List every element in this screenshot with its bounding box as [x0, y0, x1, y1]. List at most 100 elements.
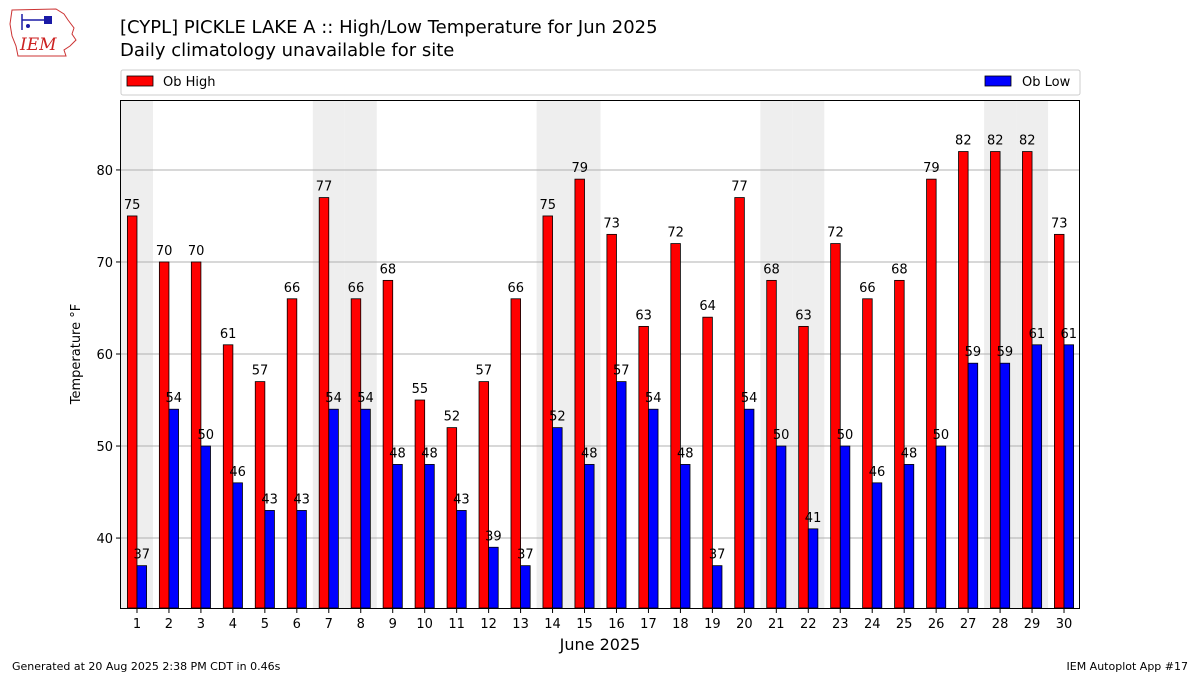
bar-low	[232, 482, 243, 609]
bar-label-high: 79	[571, 161, 588, 176]
bar-label-high: 66	[859, 281, 876, 296]
bar-low	[520, 565, 531, 609]
bar-high	[990, 151, 1001, 609]
bar-label-low: 54	[325, 391, 342, 406]
bar-low	[200, 445, 211, 609]
x-tick-label: 19	[704, 617, 721, 632]
bar-label-low: 48	[421, 446, 438, 461]
bar-label-high: 82	[987, 134, 1004, 149]
x-tick-label: 14	[544, 617, 561, 632]
bar-label-high: 52	[444, 410, 461, 425]
bar-label-low: 41	[805, 511, 822, 526]
bar-label-low: 43	[261, 492, 278, 507]
bar-low	[680, 464, 691, 609]
bar-label-high: 75	[124, 198, 141, 213]
bar-label-low: 54	[165, 391, 182, 406]
bar-label-low: 52	[549, 410, 566, 425]
bar-high	[1022, 151, 1033, 609]
bar-label-high: 63	[635, 308, 652, 323]
x-tick-label: 3	[197, 617, 205, 632]
x-tick-label: 24	[864, 617, 881, 632]
bar-label-high: 82	[1019, 134, 1036, 149]
x-tick-label: 23	[832, 617, 849, 632]
bar-label-low: 50	[773, 428, 790, 443]
bar-label-low: 61	[1061, 327, 1078, 342]
bar-low	[488, 546, 499, 609]
bar-low	[999, 362, 1011, 609]
bar-label-low: 59	[997, 345, 1014, 360]
bar-low	[839, 445, 851, 609]
bar-label-low: 54	[357, 391, 374, 406]
bar-low	[743, 408, 755, 609]
bar-high	[670, 243, 681, 609]
x-tick-label: 27	[960, 617, 977, 632]
bar-high	[798, 325, 809, 609]
bar-label-high: 72	[827, 226, 844, 241]
bar-high	[574, 178, 585, 609]
chart-subtitle: Daily climatology unavailable for site	[120, 40, 455, 61]
bar-label-high: 73	[1051, 216, 1068, 231]
x-tick-label: 8	[357, 617, 365, 632]
x-tick-label: 25	[896, 617, 913, 632]
bar-label-low: 48	[389, 446, 406, 461]
bar-label-high: 82	[955, 134, 972, 149]
x-tick-label: 2	[165, 617, 173, 632]
x-tick-label: 6	[293, 617, 301, 632]
bar-low	[616, 381, 627, 609]
bar-label-low: 50	[933, 428, 950, 443]
bar-low	[648, 408, 659, 609]
x-tick-label: 21	[768, 617, 785, 632]
bar-label-high: 66	[508, 281, 525, 296]
chart-title: [CYPL] PICKLE LAKE A :: High/Low Tempera…	[120, 17, 658, 38]
x-tick-label: 22	[800, 617, 817, 632]
bars	[126, 151, 1075, 609]
x-tick-label: 26	[928, 617, 945, 632]
legend: Ob High Ob Low	[120, 69, 1081, 96]
legend-swatch-high	[126, 75, 154, 87]
bar-label-high: 72	[667, 226, 684, 241]
bar-high	[638, 325, 649, 609]
bar-label-high: 68	[763, 262, 780, 277]
x-tick-label: 5	[261, 617, 269, 632]
bar-label-high: 57	[476, 364, 493, 379]
bar-low	[424, 464, 435, 609]
y-tick-label: 50	[96, 440, 113, 455]
bar-high	[414, 399, 426, 609]
x-tick-label: 1	[133, 617, 141, 632]
x-axis: 1 2 3 4 5 6 7 8 9 10 11 12 13 14 15 16 17 18 19 20 21 22 23 24 2…	[133, 608, 1072, 632]
svg-text:IEM: IEM	[19, 35, 57, 55]
x-axis-label: June 2025	[559, 635, 641, 654]
bar-low	[584, 464, 595, 609]
bar-label-high: 73	[603, 216, 620, 231]
legend-label-high: Ob High	[163, 75, 216, 90]
bar-low	[967, 362, 979, 609]
bar-label-high: 63	[795, 308, 812, 323]
bar-label-low: 37	[134, 548, 151, 563]
bar-low	[264, 510, 275, 609]
x-tick-label: 17	[640, 617, 657, 632]
x-tick-label: 28	[992, 617, 1009, 632]
bar-label-low: 48	[581, 446, 598, 461]
bar-label-low: 39	[485, 529, 502, 544]
footer-generated: Generated at 20 Aug 2025 2:38 PM CDT in …	[12, 660, 281, 673]
bar-high	[894, 279, 905, 609]
bar-low	[456, 510, 467, 609]
bar-label-low: 61	[1029, 327, 1046, 342]
bar-low	[711, 565, 723, 609]
bar-label-high: 66	[348, 281, 365, 296]
bar-high	[606, 233, 617, 609]
bar-label-high: 68	[380, 262, 397, 277]
bar-label-high: 70	[188, 244, 205, 259]
y-axis-label: Temperature °F	[69, 304, 84, 405]
bar-high	[958, 151, 969, 609]
bar-label-high: 70	[156, 244, 173, 259]
bar-label-high: 77	[316, 180, 333, 195]
bar-label-low: 46	[229, 465, 246, 480]
bar-label-high: 64	[699, 299, 716, 314]
footer-app-id: IEM Autoplot App #17	[1066, 660, 1189, 673]
x-tick-label: 18	[672, 617, 689, 632]
bar-label-low: 50	[837, 428, 854, 443]
bar-low	[136, 565, 147, 609]
bar-low	[168, 408, 179, 609]
